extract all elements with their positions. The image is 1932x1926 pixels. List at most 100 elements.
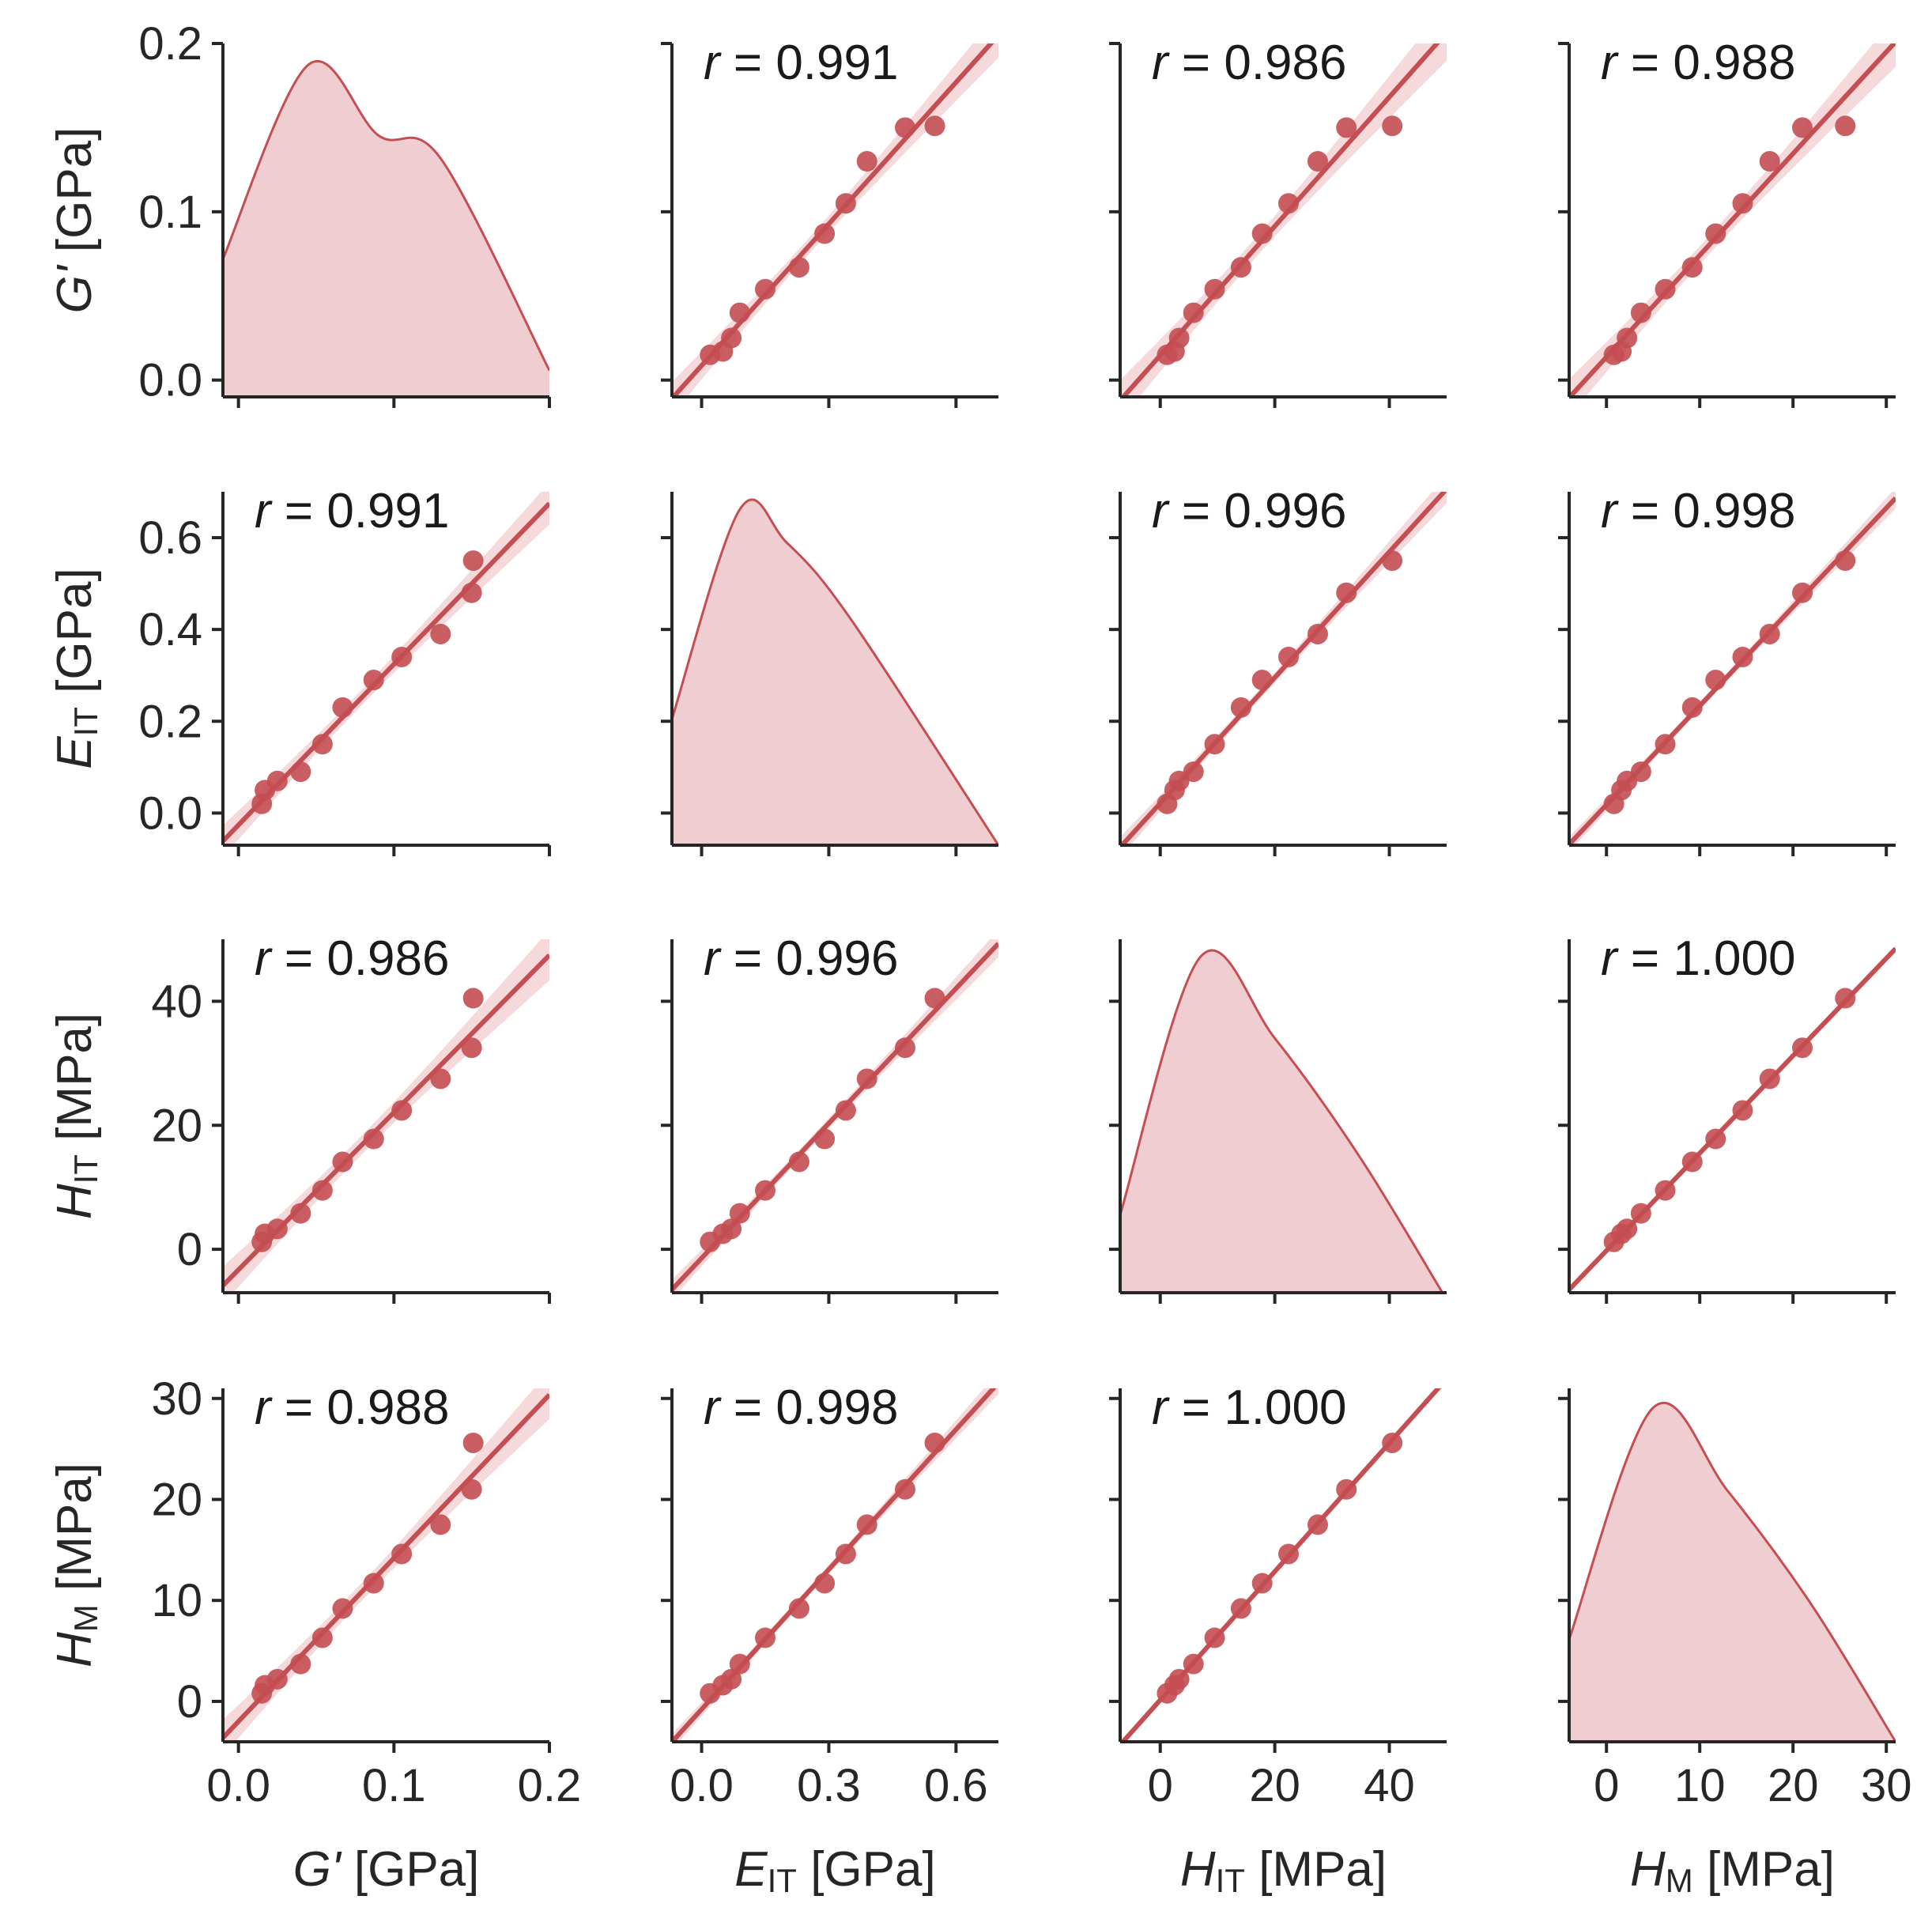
scatter-point bbox=[1230, 257, 1251, 278]
scatter-point bbox=[835, 1543, 856, 1565]
scatter-point bbox=[721, 327, 742, 349]
scatter-point bbox=[1204, 278, 1225, 300]
scatter-point bbox=[363, 670, 384, 691]
x-tick-label: 40 bbox=[1364, 1760, 1415, 1811]
scatter-point bbox=[835, 1100, 856, 1121]
correlation-label: r = 0.986 bbox=[255, 931, 449, 986]
scatter-point bbox=[755, 1627, 775, 1648]
kde-curve bbox=[223, 60, 549, 372]
scatter-point bbox=[461, 582, 482, 603]
scatter-point bbox=[430, 1514, 451, 1535]
scatter-point bbox=[895, 1478, 915, 1500]
x-tick-label: 0.2 bbox=[518, 1760, 582, 1811]
scatter-point bbox=[462, 1432, 484, 1453]
scatter-point bbox=[835, 193, 856, 214]
scatter-point bbox=[1251, 670, 1273, 691]
scatter-point bbox=[1204, 1627, 1225, 1648]
x-tick-label: 0.3 bbox=[797, 1760, 861, 1811]
scatter-point bbox=[788, 1598, 809, 1619]
y-axis-title-eit: EIT [GPa] bbox=[47, 568, 104, 769]
scatter-point bbox=[1732, 1100, 1753, 1121]
correlation-label: r = 0.986 bbox=[1152, 36, 1346, 90]
scatter-point bbox=[1630, 761, 1651, 783]
scatter-point bbox=[729, 1653, 750, 1675]
panel-r1-c1: 0.0 0.1 0.2 bbox=[138, 18, 551, 408]
scatter-point bbox=[1655, 278, 1676, 300]
x-axis-title-eit: EIT [GPa] bbox=[734, 1842, 935, 1899]
kde-curve bbox=[672, 498, 998, 845]
panel-r3-c1: r = 0.986 0 20 40 bbox=[151, 931, 551, 1304]
correlation-label: r = 0.996 bbox=[1152, 484, 1346, 538]
panel-r1-c4: r = 0.988 bbox=[1558, 36, 1896, 408]
scatter-point bbox=[856, 1514, 877, 1535]
x-axis-title-hit: HIT [MPa] bbox=[1180, 1842, 1387, 1899]
scatter-point bbox=[290, 761, 311, 783]
scatter-point bbox=[924, 988, 945, 1009]
scatter-point bbox=[363, 1573, 384, 1594]
scatter-point bbox=[1655, 734, 1676, 755]
scatter-point bbox=[1278, 193, 1300, 214]
scatter-point bbox=[755, 1180, 775, 1201]
panel-r2-c2 bbox=[661, 492, 998, 856]
scatter-point bbox=[1278, 1543, 1300, 1565]
scatter-point bbox=[1732, 193, 1753, 214]
kde-curve bbox=[1569, 1401, 1896, 1742]
scatter-point bbox=[1617, 327, 1638, 349]
scatter-point bbox=[1336, 582, 1357, 603]
scatter-point bbox=[363, 1128, 384, 1150]
correlation-label: r = 0.988 bbox=[1601, 36, 1795, 90]
x-tick-label: 10 bbox=[1674, 1760, 1726, 1811]
panel-r1-c2: r = 0.991 bbox=[661, 36, 998, 408]
scatter-point bbox=[391, 1543, 413, 1565]
y-tick-label: 40 bbox=[151, 976, 202, 1027]
x-axis-title-g: G' [GPa] bbox=[293, 1842, 480, 1897]
y-tick-label: 0.1 bbox=[138, 187, 202, 238]
scatter-point bbox=[1336, 117, 1357, 138]
panel-r4-c4: 0 10 20 30 bbox=[1558, 1388, 1911, 1811]
y-tick-label: 0.0 bbox=[138, 787, 202, 839]
x-tick-label: 20 bbox=[1768, 1760, 1819, 1811]
scatter-point bbox=[1732, 646, 1753, 667]
x-tick-label: 20 bbox=[1249, 1760, 1300, 1811]
scatter-point bbox=[1655, 1180, 1676, 1201]
kde-fill bbox=[1569, 1403, 1896, 1742]
scatter-point bbox=[1251, 1573, 1273, 1594]
scatter-point bbox=[814, 1128, 836, 1150]
x-tick-label: 0.6 bbox=[924, 1760, 988, 1811]
scatter-point bbox=[462, 550, 484, 572]
scatter-point bbox=[462, 988, 484, 1009]
scatter-point bbox=[1792, 1037, 1813, 1059]
scatter-point bbox=[1230, 1598, 1251, 1619]
scatter-point bbox=[1759, 151, 1780, 172]
scatter-point bbox=[1681, 697, 1703, 718]
panel-r4-c1: r = 0.988 0.0 0.1 0.2 0 10 20 30 bbox=[151, 1373, 582, 1811]
scatter-point bbox=[311, 734, 333, 755]
x-axis-title-hm: HM [MPa] bbox=[1630, 1842, 1835, 1899]
scatter-point bbox=[266, 1218, 288, 1240]
x-tick-label: 0.0 bbox=[670, 1760, 734, 1811]
y-tick-label: 0 bbox=[177, 1224, 202, 1275]
kde-curve bbox=[1120, 949, 1444, 1293]
scatter-point bbox=[1183, 1653, 1204, 1675]
y-tick-label: 10 bbox=[151, 1575, 202, 1626]
scatter-point bbox=[1617, 1218, 1638, 1240]
scatter-point bbox=[1168, 1668, 1190, 1690]
scatter-point bbox=[814, 223, 836, 244]
y-tick-label: 20 bbox=[151, 1474, 202, 1525]
correlation-label: r = 0.996 bbox=[704, 931, 898, 986]
x-tick-label: 0 bbox=[1594, 1760, 1619, 1811]
panel-r2-c4: r = 0.998 bbox=[1558, 484, 1896, 856]
scatter-point bbox=[1204, 734, 1225, 755]
panel-r3-c4: r = 1.000 bbox=[1558, 931, 1896, 1304]
x-tick-label: 0 bbox=[1148, 1760, 1173, 1811]
scatter-point bbox=[332, 697, 353, 718]
scatter-point bbox=[1705, 670, 1726, 691]
scatter-point bbox=[266, 770, 288, 791]
scatter-point bbox=[311, 1180, 333, 1201]
y-tick-label: 20 bbox=[151, 1100, 202, 1151]
scatter-point bbox=[311, 1627, 333, 1648]
correlation-label: r = 1.000 bbox=[1601, 931, 1795, 986]
scatter-point bbox=[814, 1573, 836, 1594]
y-axis-title-hm: HM [MPa] bbox=[47, 1463, 104, 1667]
scatter-point bbox=[856, 1068, 877, 1090]
